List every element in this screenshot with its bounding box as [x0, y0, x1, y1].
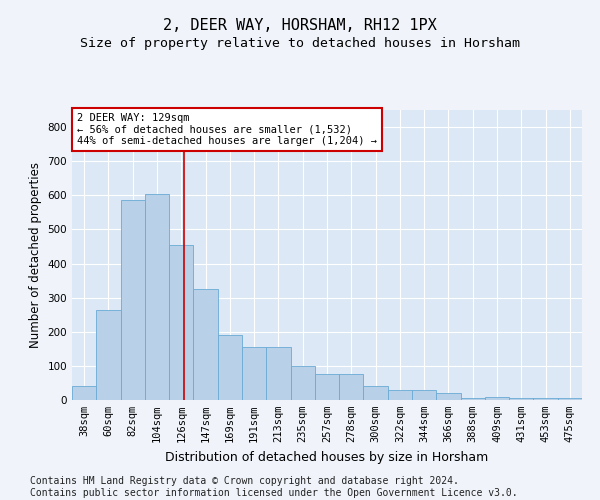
- Bar: [169, 245, 193, 400]
- Bar: [121, 200, 145, 400]
- Text: Contains HM Land Registry data © Crown copyright and database right 2024.
Contai: Contains HM Land Registry data © Crown c…: [30, 476, 518, 498]
- Bar: [315, 374, 339, 400]
- Bar: [266, 347, 290, 400]
- Bar: [145, 194, 169, 400]
- Bar: [193, 289, 218, 400]
- Bar: [485, 396, 509, 400]
- Bar: [290, 366, 315, 400]
- Bar: [72, 386, 96, 400]
- Bar: [218, 335, 242, 400]
- Bar: [388, 390, 412, 400]
- Bar: [461, 398, 485, 400]
- Bar: [436, 393, 461, 400]
- Text: Size of property relative to detached houses in Horsham: Size of property relative to detached ho…: [80, 38, 520, 51]
- Y-axis label: Number of detached properties: Number of detached properties: [29, 162, 42, 348]
- X-axis label: Distribution of detached houses by size in Horsham: Distribution of detached houses by size …: [166, 450, 488, 464]
- Bar: [509, 398, 533, 400]
- Text: 2 DEER WAY: 129sqm
← 56% of detached houses are smaller (1,532)
44% of semi-deta: 2 DEER WAY: 129sqm ← 56% of detached hou…: [77, 113, 377, 146]
- Bar: [364, 386, 388, 400]
- Bar: [558, 398, 582, 400]
- Bar: [533, 398, 558, 400]
- Bar: [242, 347, 266, 400]
- Bar: [412, 390, 436, 400]
- Bar: [339, 374, 364, 400]
- Bar: [96, 310, 121, 400]
- Text: 2, DEER WAY, HORSHAM, RH12 1PX: 2, DEER WAY, HORSHAM, RH12 1PX: [163, 18, 437, 32]
